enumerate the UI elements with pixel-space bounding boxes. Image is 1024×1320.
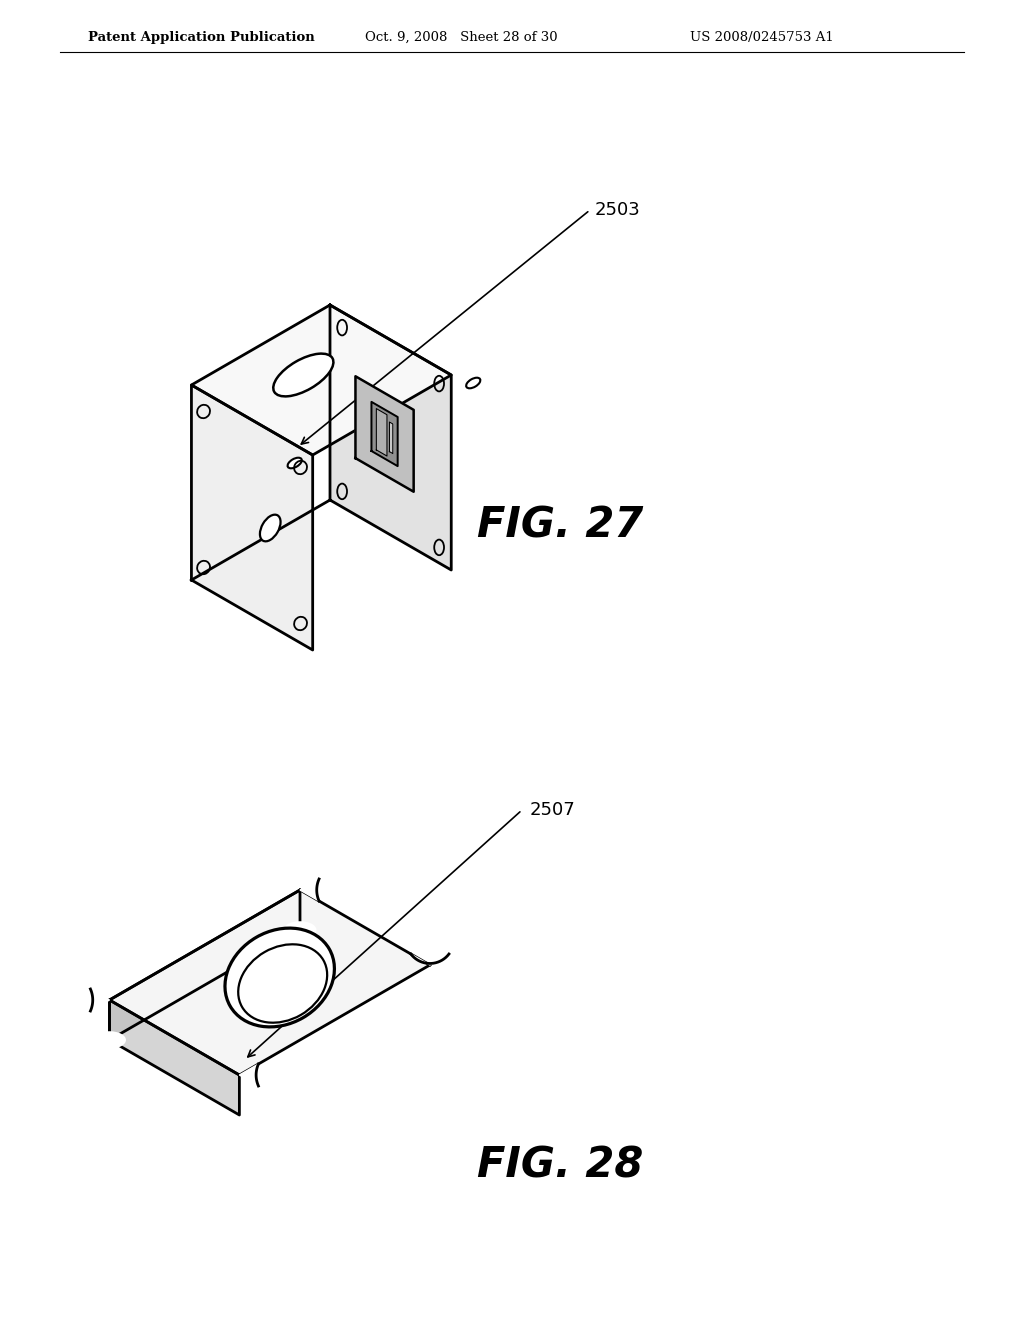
Polygon shape <box>110 1001 240 1115</box>
Ellipse shape <box>273 354 334 396</box>
Polygon shape <box>389 422 393 454</box>
Polygon shape <box>355 376 414 492</box>
Polygon shape <box>330 305 452 570</box>
Text: 2503: 2503 <box>595 201 641 219</box>
Polygon shape <box>110 890 300 1040</box>
Text: FIG. 28: FIG. 28 <box>477 1144 643 1185</box>
Ellipse shape <box>93 1031 126 1049</box>
Ellipse shape <box>225 928 335 1027</box>
Ellipse shape <box>288 458 302 469</box>
Text: 2507: 2507 <box>530 801 575 818</box>
Polygon shape <box>191 305 452 455</box>
Text: Patent Application Publication: Patent Application Publication <box>88 30 314 44</box>
Polygon shape <box>372 401 397 466</box>
Polygon shape <box>191 385 312 649</box>
Ellipse shape <box>284 921 316 939</box>
Polygon shape <box>110 890 430 1074</box>
Ellipse shape <box>466 378 480 388</box>
Text: Oct. 9, 2008   Sheet 28 of 30: Oct. 9, 2008 Sheet 28 of 30 <box>365 30 558 44</box>
Polygon shape <box>376 409 387 457</box>
Polygon shape <box>90 989 110 1011</box>
Polygon shape <box>240 1064 258 1086</box>
Ellipse shape <box>260 515 281 541</box>
Polygon shape <box>300 879 319 902</box>
Text: US 2008/0245753 A1: US 2008/0245753 A1 <box>690 30 834 44</box>
Text: FIG. 27: FIG. 27 <box>477 504 643 546</box>
Polygon shape <box>411 954 449 965</box>
